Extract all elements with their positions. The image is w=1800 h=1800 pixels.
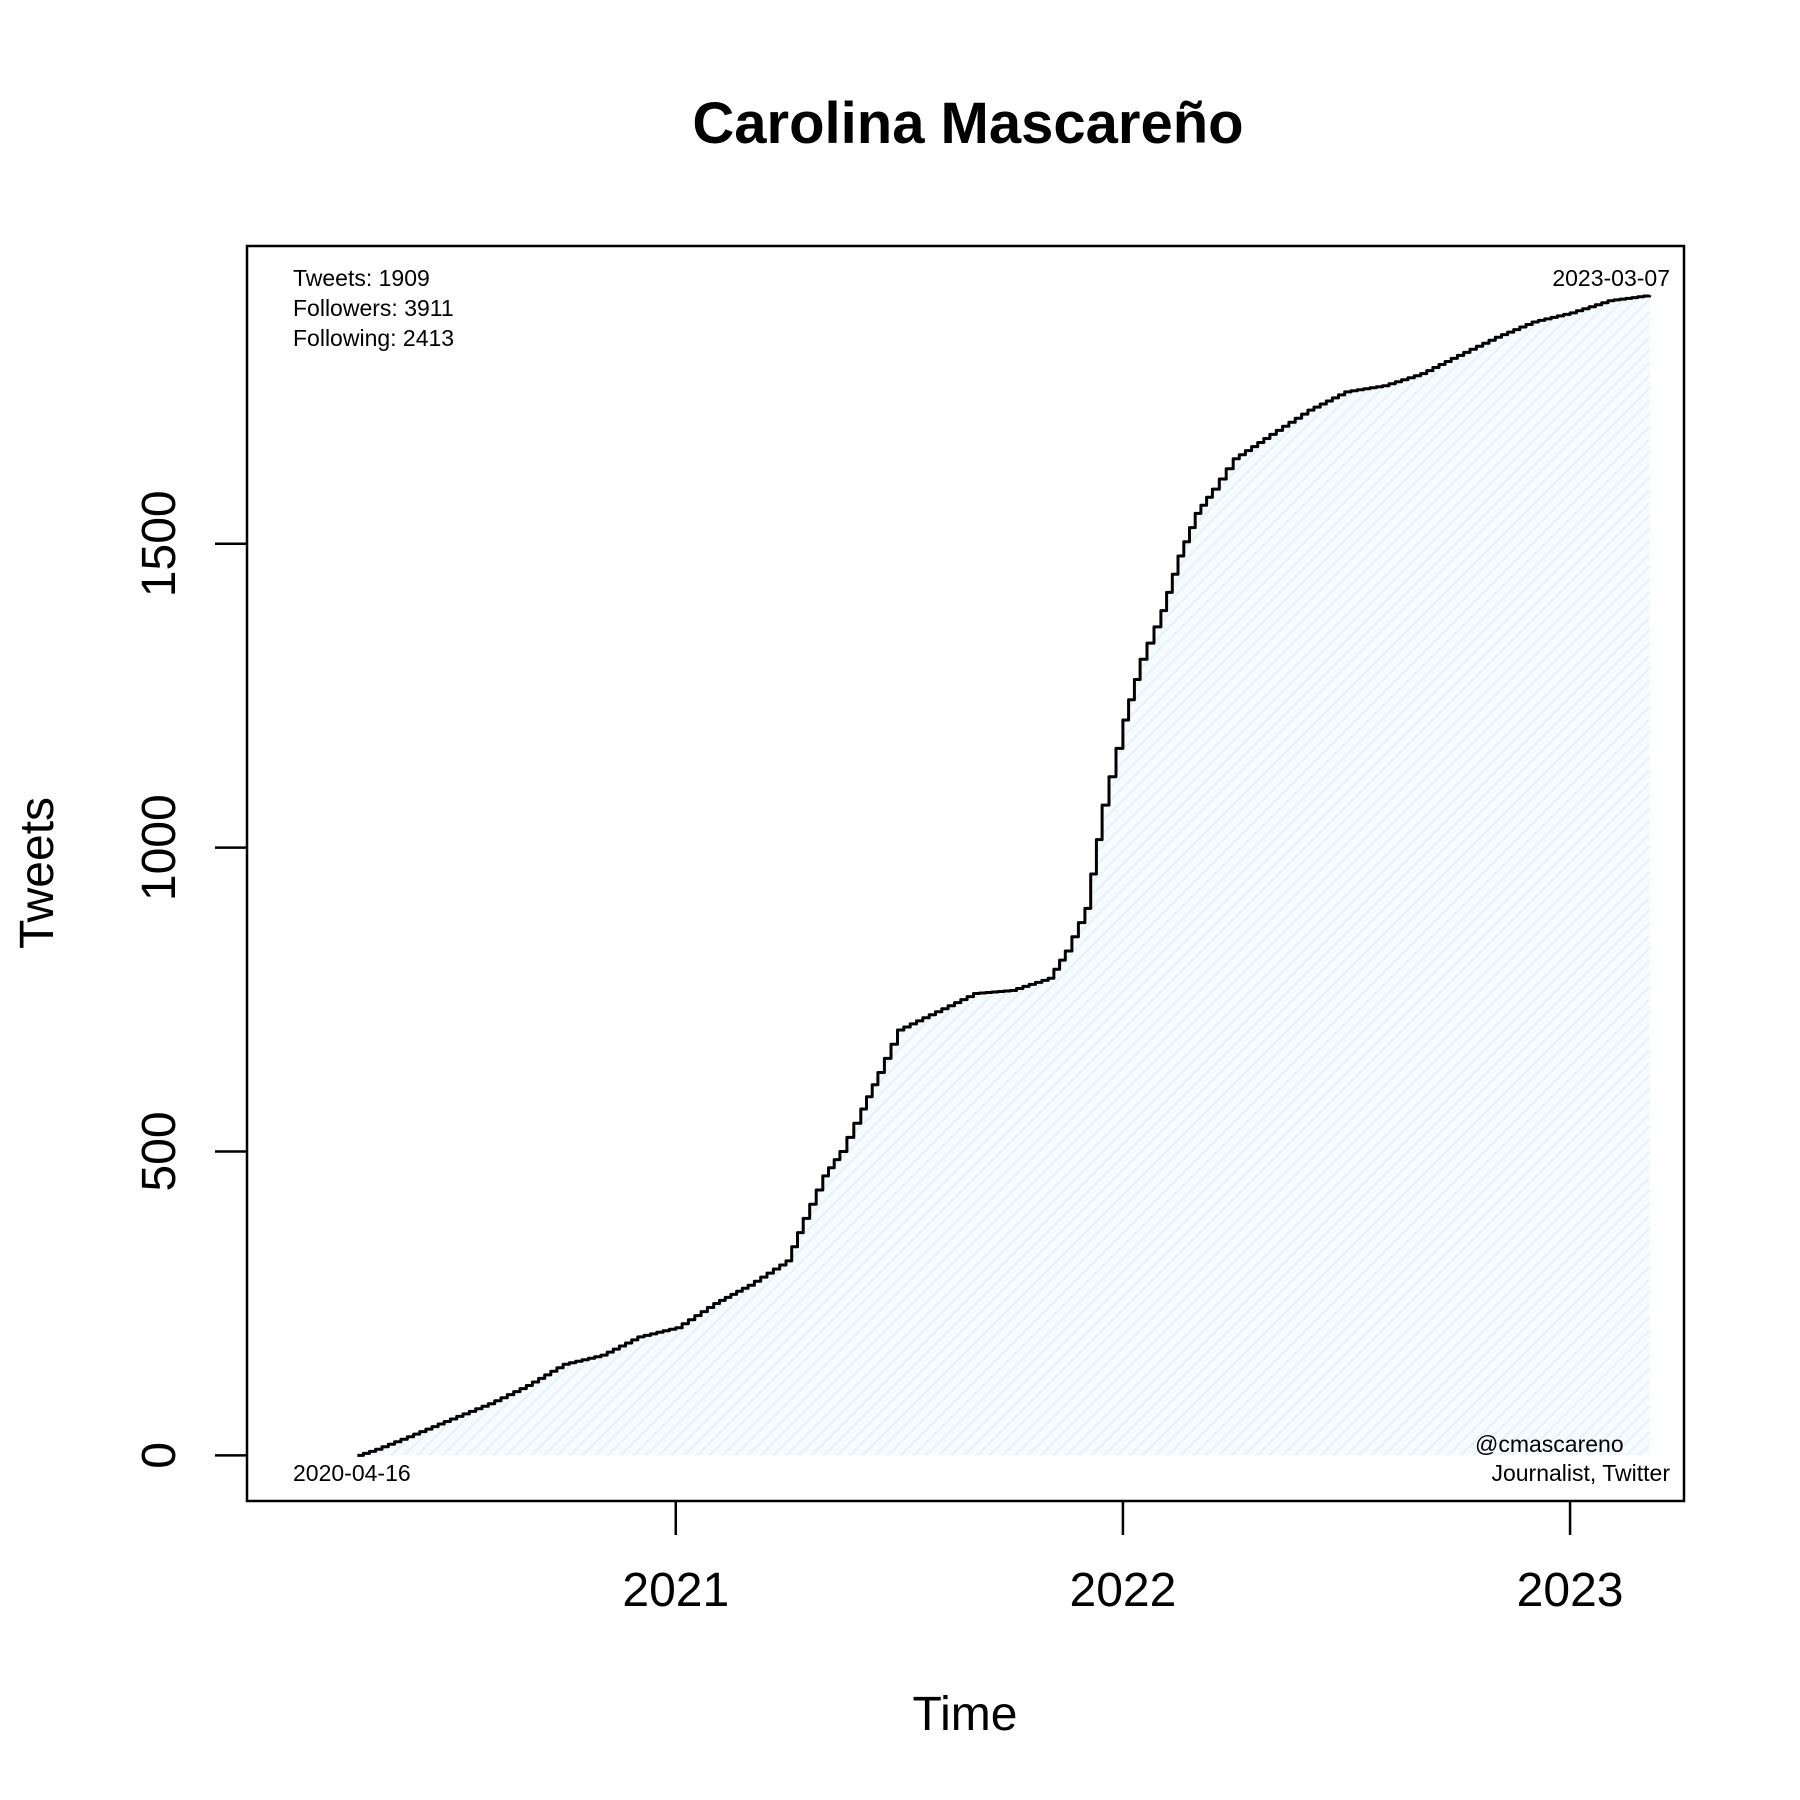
x-tick-label: 2021 — [622, 1564, 729, 1617]
stat-tweets: Tweets: 1909 — [293, 265, 430, 291]
y-axis-title: Tweets — [11, 797, 64, 949]
plot-frame — [245, 244, 1686, 1503]
description-label: Journalist, Twitter — [1491, 1460, 1670, 1486]
end-date-label: 2023-03-07 — [1552, 265, 1670, 291]
y-tick-label: 500 — [133, 1111, 186, 1191]
series-area — [357, 295, 1650, 1456]
series-line — [357, 294, 1652, 1457]
x-tick-label: 2022 — [1070, 1564, 1177, 1617]
axes: 2021 2022 2023 0 500 1000 1500 — [133, 490, 1623, 1617]
x-tick-label: 2023 — [1517, 1564, 1624, 1617]
y-tick-label: 0 — [133, 1442, 186, 1469]
plot-area — [357, 294, 1652, 1457]
y-tick-label: 1500 — [133, 490, 186, 597]
start-date-label: 2020-04-16 — [293, 1460, 411, 1486]
handle-label: @cmascareno — [1475, 1431, 1624, 1457]
x-axis-title: Time — [913, 1688, 1018, 1741]
stat-following: Following: 2413 — [293, 325, 454, 351]
stat-followers: Followers: 3911 — [293, 295, 454, 321]
chart-title: Carolina Mascareño — [692, 91, 1243, 156]
y-tick-label: 1000 — [133, 794, 186, 901]
